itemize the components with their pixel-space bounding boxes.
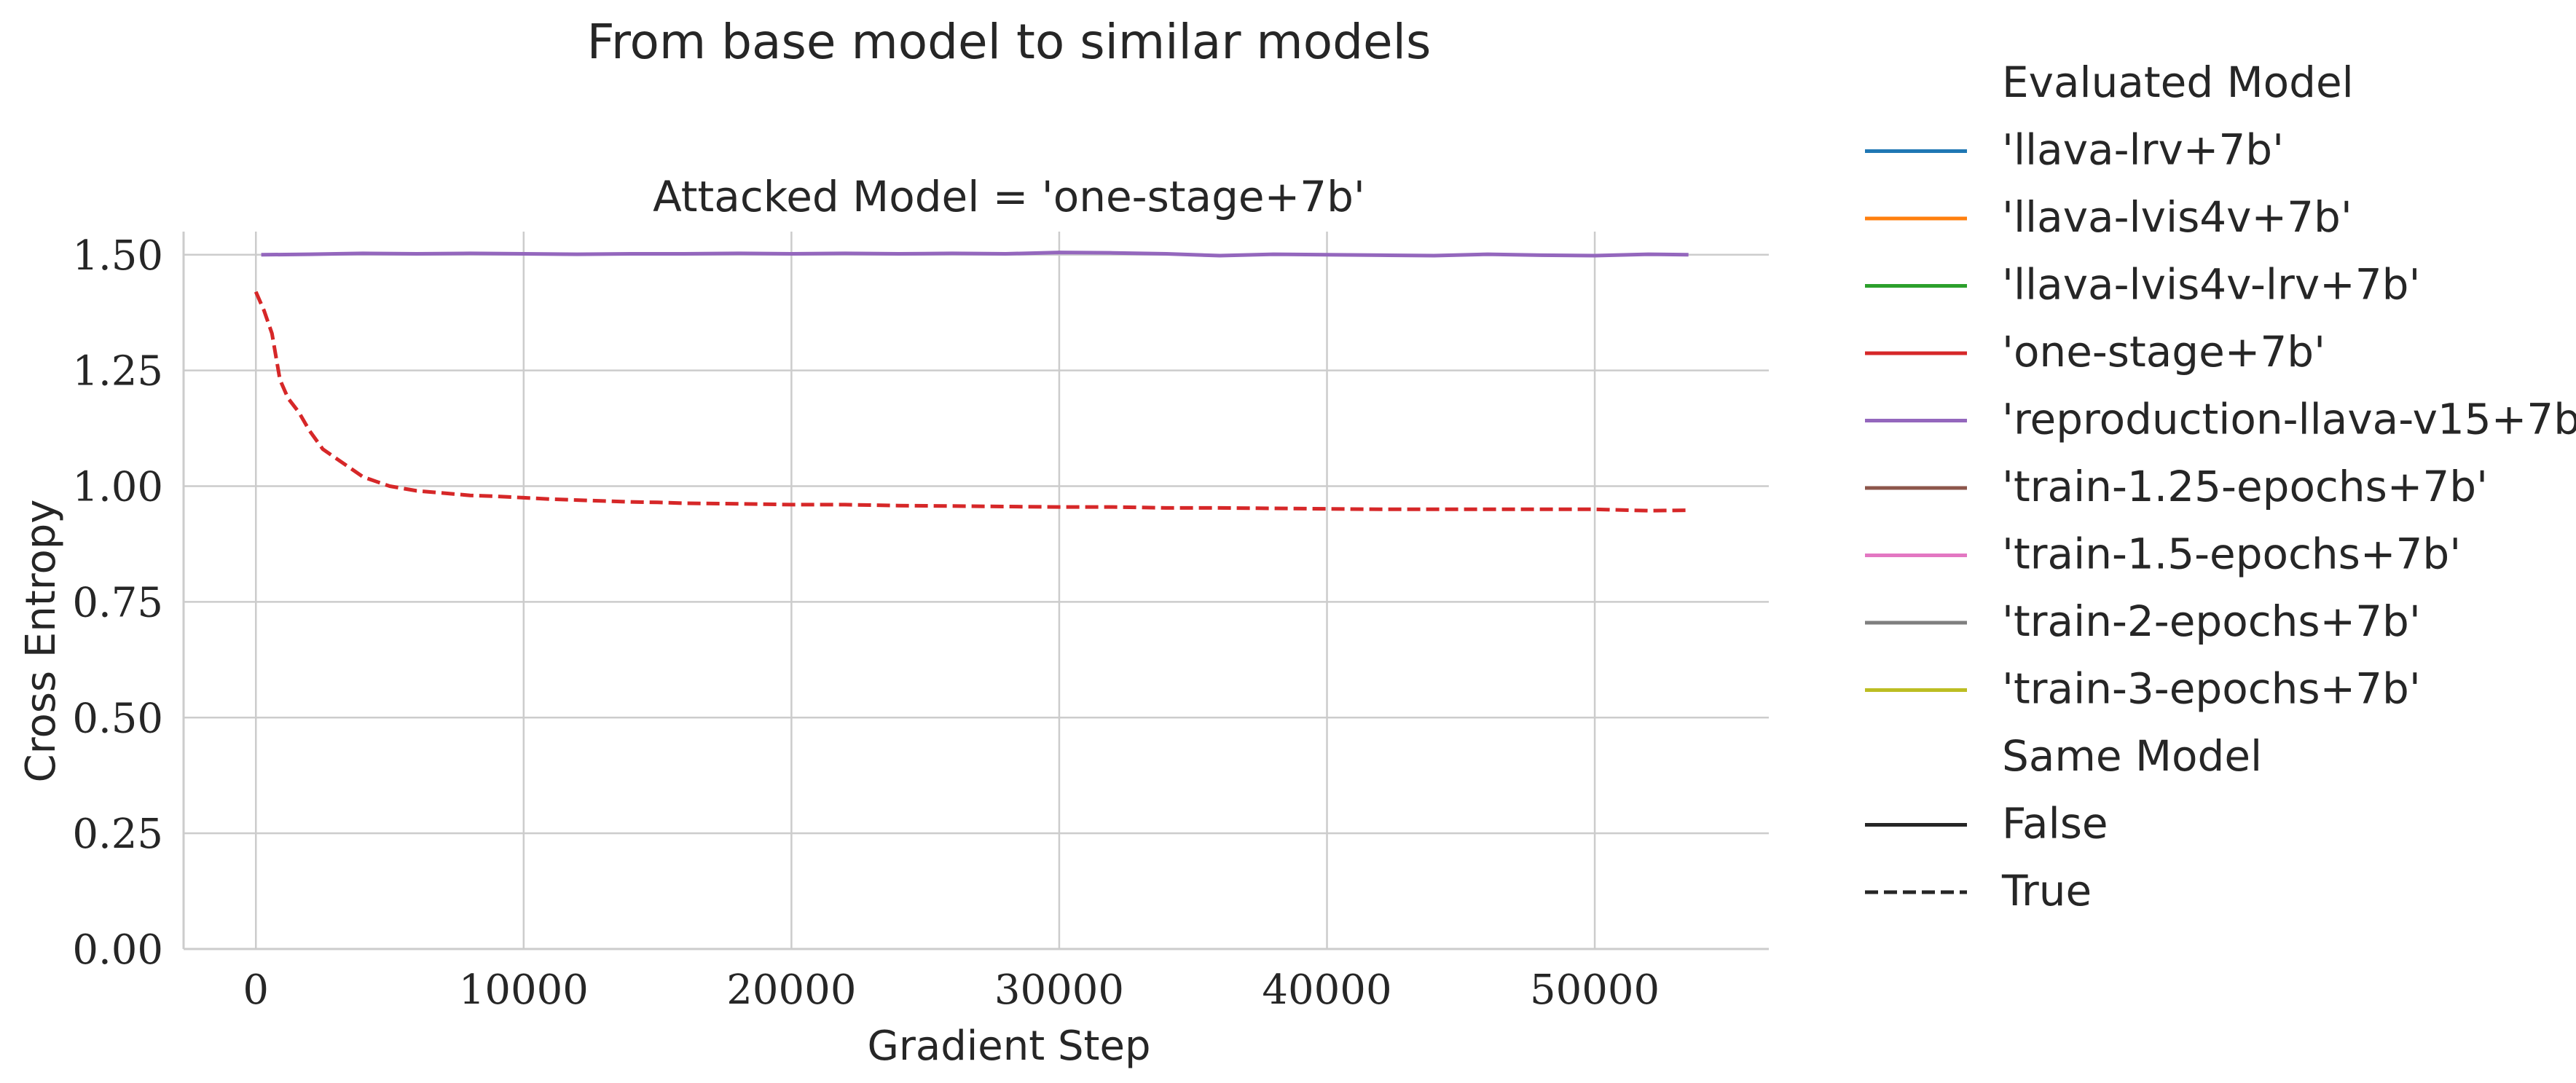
legend: Evaluated Model 'llava-lrv+7b' 'llava-lvis… [1865, 58, 2576, 915]
legend-style-title: Same Model [2002, 731, 2262, 781]
series-line-1 [254, 291, 1689, 513]
legend-entry-label: 'llava-lrv+7b' [2002, 125, 2284, 175]
axes [182, 232, 1769, 950]
gridlines [184, 232, 1769, 950]
series-line-0 [261, 251, 1689, 258]
y-axis-label: Cross Entropy [17, 500, 65, 783]
y-tick-label: 0.25 [72, 811, 163, 858]
legend-entry-label: 'llava-lvis4v-lrv+7b' [2002, 260, 2420, 310]
y-tick-label: 1.50 [72, 232, 163, 280]
legend-entry-label: 'train-2-epochs+7b' [2002, 596, 2421, 646]
chart-title: Attacked Model = 'one-stage+7b' [653, 172, 1365, 221]
legend-entry-label: 'llava-lvis4v+7b' [2002, 192, 2352, 242]
figure-suptitle: From base model to similar models [587, 14, 1432, 70]
x-tick-label: 20000 [726, 966, 856, 1014]
legend-entry-label: 'train-1.25-epochs+7b' [2002, 462, 2488, 511]
legend-entry-label: 'reproduction-llava-v15+7b' [2002, 395, 2576, 444]
legend-entry-label: 'one-stage+7b' [2002, 327, 2325, 377]
y-tick-label: 1.00 [72, 464, 163, 511]
y-tick-label: 0.75 [72, 579, 163, 626]
legend-style-label: False [2002, 799, 2108, 848]
series-lines [254, 251, 1689, 513]
x-axis-label: Gradient Step [867, 1023, 1150, 1070]
y-tick-label: 0.00 [72, 926, 163, 974]
x-tick-label: 30000 [994, 966, 1124, 1014]
x-tick-label: 40000 [1262, 966, 1391, 1014]
legend-hue-title: Evaluated Model [2002, 58, 2354, 107]
legend-entry-label: 'train-3-epochs+7b' [2002, 664, 2421, 714]
x-tick-label: 50000 [1530, 966, 1660, 1014]
x-tick-label: 0 [243, 966, 269, 1014]
x-tick-label: 10000 [459, 966, 589, 1014]
legend-entry-label: 'train-1.5-epochs+7b' [2002, 529, 2461, 579]
tick-labels: 0 10000 20000 30000 40000 50000 0.00 0.25 0.50 0.… [72, 232, 1660, 1014]
legend-style-label: True [2001, 866, 2092, 915]
y-tick-label: 0.50 [72, 695, 163, 742]
y-tick-label: 1.25 [72, 348, 163, 395]
